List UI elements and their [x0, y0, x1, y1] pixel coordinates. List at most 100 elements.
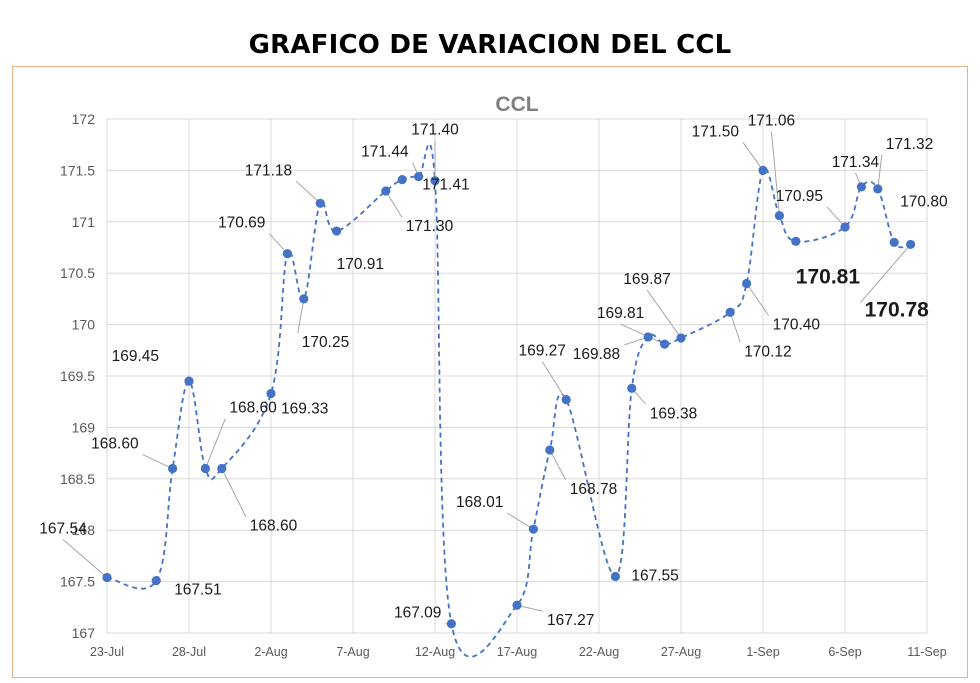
- x-tick-label: 7-Aug: [336, 645, 369, 659]
- data-point-label: 171.44: [361, 144, 409, 161]
- label-leader-line: [221, 468, 247, 517]
- data-point-marker: [643, 332, 653, 342]
- data-point-marker: [660, 339, 670, 349]
- data-point-marker: [381, 186, 391, 196]
- data-point-marker: [840, 222, 850, 232]
- y-tick-label: 167.5: [60, 574, 95, 590]
- y-tick-label: 171.5: [60, 162, 95, 178]
- data-point-marker: [446, 619, 456, 629]
- data-point-marker: [315, 198, 325, 208]
- ccl-line-chart: CCL 167167.5168168.5169169.5170170.51711…: [13, 67, 967, 677]
- x-tick-label: 17-Aug: [497, 645, 537, 659]
- label-leader-line: [142, 454, 173, 469]
- data-point-marker: [430, 176, 440, 186]
- data-point-label: 170.40: [773, 316, 821, 333]
- data-point-marker: [102, 572, 112, 583]
- data-point-label: 171.50: [692, 123, 740, 140]
- data-point-label: 171.40: [411, 122, 459, 139]
- chart-title: CCL: [495, 93, 538, 116]
- label-leader-line: [297, 298, 305, 333]
- data-point-marker: [610, 571, 621, 582]
- data-point-marker: [168, 463, 178, 474]
- data-point-marker: [282, 249, 292, 259]
- x-tick-label: 6-Sep: [828, 645, 861, 659]
- x-tick-label: 12-Aug: [415, 645, 455, 659]
- data-point-label: 169.45: [112, 348, 159, 365]
- data-point-marker: [200, 463, 210, 474]
- data-point-label: 170.78: [865, 298, 930, 321]
- data-point-marker: [889, 237, 899, 247]
- data-point-label: 168.01: [456, 494, 503, 511]
- data-point-marker: [414, 171, 424, 182]
- data-point-label: 170.69: [218, 215, 265, 232]
- data-point-marker: [332, 226, 342, 236]
- x-axis-ticks: 23-Jul 28-Jul 2-Aug 7-Aug 12-Aug 17-Aug 22-Aug…: [90, 645, 947, 659]
- data-point-marker: [266, 388, 276, 399]
- x-tick-label: 1-Sep: [746, 645, 779, 659]
- grid-lines: [106, 118, 928, 634]
- y-tick-label: 168.5: [60, 471, 95, 487]
- data-point-marker: [528, 524, 539, 534]
- y-tick-label: 172: [72, 111, 96, 127]
- page-title: GRAFICO DE VARIACION DEL CCL: [248, 30, 732, 60]
- data-point-label: 170.12: [744, 343, 791, 360]
- data-point-label: 167.54: [39, 520, 87, 537]
- label-leader-line: [385, 190, 403, 218]
- data-point-marker: [774, 211, 785, 221]
- data-point-label: 167.09: [394, 605, 441, 622]
- y-tick-label: 169.5: [60, 368, 95, 384]
- data-point-label: 168.60: [229, 400, 277, 417]
- data-point-label: 170.95: [776, 188, 823, 205]
- data-point-label: 167.51: [174, 582, 221, 599]
- data-point-marker: [545, 445, 555, 455]
- y-tick-label: 170.5: [60, 265, 95, 281]
- label-leader-line: [507, 512, 534, 530]
- data-point-label: 171.41: [422, 177, 469, 194]
- label-leader-line: [295, 180, 321, 204]
- data-point-marker: [561, 395, 571, 405]
- x-tick-label: 2-Aug: [254, 645, 287, 659]
- label-leader-line: [646, 289, 682, 339]
- data-point-label: 171.32: [886, 136, 933, 153]
- data-point-marker: [151, 575, 161, 586]
- data-point-label: 168.60: [250, 518, 298, 535]
- label-leader-line: [860, 244, 911, 303]
- data-point-marker: [725, 307, 735, 317]
- y-tick-label: 169: [72, 419, 96, 435]
- data-point-label: 170.80: [900, 193, 948, 210]
- label-leader-line: [204, 418, 226, 469]
- x-tick-label: 27-Aug: [661, 645, 701, 659]
- y-tick-label: 167: [72, 625, 96, 641]
- data-point-marker: [873, 184, 883, 194]
- data-point-label: 169.38: [650, 405, 697, 422]
- y-tick-label: 170: [72, 317, 96, 333]
- label-leader-line: [620, 323, 665, 345]
- data-point-marker: [742, 278, 752, 289]
- y-axis-ticks: 167 167.5 168 168.5 169 169.5 170 170.5 171 171.5…: [60, 111, 95, 641]
- data-point-label: 169.87: [623, 271, 670, 288]
- data-point-marker: [512, 600, 522, 610]
- label-leader-line: [746, 283, 770, 316]
- data-labels: 167.54167.51168.60169.45168.60168.60169.…: [39, 113, 948, 630]
- x-tick-label: 11-Sep: [907, 645, 946, 659]
- label-leader-line: [549, 449, 567, 481]
- data-point-label: 169.33: [281, 400, 328, 417]
- data-point-label: 171.18: [245, 162, 292, 179]
- data-point-label: 168.60: [91, 436, 139, 453]
- label-leader-line: [742, 142, 764, 171]
- data-point-marker: [217, 463, 227, 474]
- data-point-label: 169.81: [597, 305, 644, 322]
- data-point-label: 170.81: [796, 265, 861, 288]
- y-tick-label: 171: [72, 214, 96, 230]
- data-point-marker: [676, 333, 686, 343]
- data-point-label: 171.30: [406, 218, 454, 235]
- label-leader-line: [877, 154, 883, 189]
- x-tick-label: 22-Aug: [579, 645, 619, 659]
- label-leader-line: [729, 312, 741, 343]
- label-leader-line: [541, 361, 567, 400]
- label-leader-line: [770, 131, 780, 216]
- x-tick-label: 28-Jul: [172, 645, 206, 659]
- label-leader-line: [62, 539, 108, 578]
- data-point-marker: [184, 376, 194, 386]
- data-point-marker: [758, 165, 768, 175]
